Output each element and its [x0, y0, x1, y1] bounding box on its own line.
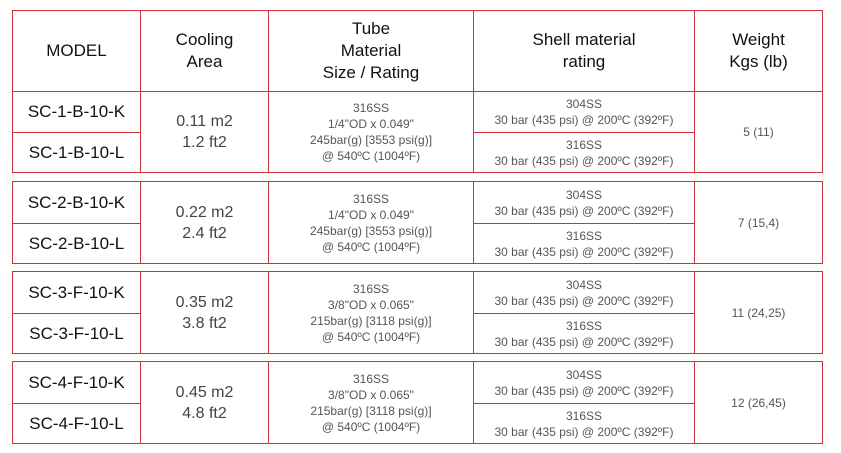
weight-value: 5 (11)	[743, 125, 774, 139]
area-ft2: 2.4 ft2	[182, 224, 227, 242]
shell-rating: 30 bar (435 psi) @ 200ºC (392ºF)	[494, 113, 674, 127]
model-cell: SC-2-B-10-K	[12, 181, 141, 224]
tube-material: 316SS	[352, 281, 390, 296]
tube-temperature: @ 540ºC (1004ºF)	[321, 149, 421, 163]
model-cell: SC-2-B-10-L	[12, 223, 141, 264]
header-weight: Weight Kgs (lb)	[694, 10, 823, 92]
area-m2: 0.11 m2	[176, 113, 233, 130]
model-label: SC-1-B-10-L	[28, 142, 125, 162]
shell-rating: 30 bar (435 psi) @ 200ºC (392ºF)	[494, 244, 674, 259]
tube-material: 316SS	[352, 191, 390, 206]
area-ft2: 3.8 ft2	[182, 314, 227, 332]
weight-cell: 12 (26,45)	[694, 361, 823, 444]
header-weight-line1: Weight	[732, 30, 785, 49]
area-ft2: 4.8 ft2	[182, 404, 227, 422]
shell-material: 304SS	[565, 187, 603, 202]
cooling-area-cell: 0.22 m2 2.4 ft2	[140, 181, 269, 264]
shell-rating: 30 bar (435 psi) @ 200ºC (392ºF)	[494, 293, 674, 308]
weight-cell: 11 (24,25)	[694, 271, 823, 354]
shell-rating: 30 bar (435 psi) @ 200ºC (392ºF)	[494, 334, 674, 349]
weight-value: 11 (24,25)	[731, 305, 786, 320]
tube-cell: 316SS 1/4"OD x 0.049" 245bar(g) [3553 ps…	[268, 181, 474, 264]
shell-cell: 316SS 30 bar (435 psi) @ 200ºC (392ºF)	[473, 223, 695, 264]
model-cell: SC-1-B-10-L	[12, 132, 141, 173]
shell-cell: 304SS 30 bar (435 psi) @ 200ºC (392ºF)	[473, 91, 695, 133]
tube-size: 3/8"OD x 0.065"	[328, 387, 414, 402]
area-m2: 0.35 m2	[175, 293, 234, 311]
tube-cell: 316SS 3/8"OD x 0.065" 215bar(g) [3118 ps…	[268, 361, 474, 444]
shell-material: 316SS	[565, 408, 603, 423]
tube-cell: 316SS 1/4"OD x 0.049" 245bar(g) [3553 ps…	[268, 91, 474, 173]
model-label: SC-2-B-10-K	[27, 192, 126, 212]
shell-rating: 30 bar (435 psi) @ 200ºC (392ºF)	[494, 153, 674, 168]
tube-pressure: 215bar(g) [3118 psi(g)]	[310, 403, 432, 418]
weight-value: 7 (15,4)	[737, 215, 780, 230]
shell-rating: 30 bar (435 psi) @ 200ºC (392ºF)	[494, 203, 674, 218]
tube-temperature: @ 540ºC (1004ºF)	[321, 329, 421, 344]
tube-material: 316SS	[352, 101, 390, 115]
header-shell: Shell material rating	[473, 10, 695, 92]
cooling-area-cell: 0.35 m2 3.8 ft2	[140, 271, 269, 354]
shell-cell: 304SS 30 bar (435 psi) @ 200ºC (392ºF)	[473, 361, 695, 404]
weight-cell: 7 (15,4)	[694, 181, 823, 264]
area-ft2: 1.2 ft2	[182, 134, 227, 151]
header-tube: Tube Material Size / Rating	[268, 10, 474, 92]
tube-pressure: 245bar(g) [3553 psi(g)]	[309, 133, 433, 147]
model-label: SC-2-B-10-L	[28, 233, 125, 253]
shell-cell: 304SS 30 bar (435 psi) @ 200ºC (392ºF)	[473, 271, 695, 314]
tube-material: 316SS	[352, 371, 390, 386]
shell-material: 304SS	[565, 97, 603, 111]
tube-temperature: @ 540ºC (1004ºF)	[321, 419, 421, 434]
model-label: SC-4-F-10-L	[29, 413, 124, 433]
tube-size: 3/8"OD x 0.065"	[328, 297, 414, 312]
area-m2: 0.22 m2	[175, 203, 234, 221]
tube-temperature: @ 540ºC (1004ºF)	[321, 239, 421, 254]
tube-pressure: 215bar(g) [3118 psi(g)]	[310, 313, 432, 328]
shell-material: 304SS	[565, 367, 603, 382]
tube-pressure: 245bar(g) [3553 psi(g)]	[309, 223, 433, 238]
header-cooling-line1: Cooling	[175, 30, 234, 49]
header-model: MODEL	[12, 10, 141, 92]
tube-cell: 316SS 3/8"OD x 0.065" 215bar(g) [3118 ps…	[268, 271, 474, 354]
tube-size: 1/4"OD x 0.049"	[328, 117, 414, 131]
header-cooling-area: Cooling Area	[140, 10, 269, 92]
header-model-label: MODEL	[46, 41, 107, 60]
shell-rating: 30 bar (435 psi) @ 200ºC (392ºF)	[494, 383, 674, 398]
tube-size: 1/4"OD x 0.049"	[328, 207, 414, 222]
model-cell: SC-4-F-10-K	[12, 361, 141, 404]
header-shell-line1: Shell material	[532, 30, 636, 49]
model-label: SC-1-B-10-K	[27, 102, 126, 121]
header-shell-line2: rating	[562, 52, 606, 71]
model-label: SC-4-F-10-K	[28, 372, 125, 392]
model-cell: SC-1-B-10-K	[12, 91, 141, 133]
shell-cell: 316SS 30 bar (435 psi) @ 200ºC (392ºF)	[473, 403, 695, 444]
area-m2: 0.45 m2	[175, 383, 234, 401]
shell-cell: 316SS 30 bar (435 psi) @ 200ºC (392ºF)	[473, 313, 695, 354]
header-cooling-line2: Area	[186, 52, 223, 71]
shell-material: 316SS	[565, 137, 603, 152]
weight-value: 12 (26,45)	[731, 395, 786, 410]
model-cell: SC-3-F-10-L	[12, 313, 141, 354]
header-tube-line3: Size / Rating	[322, 63, 420, 82]
shell-material: 316SS	[565, 318, 603, 333]
header-tube-line1: Tube	[351, 19, 391, 38]
model-label: SC-3-F-10-L	[29, 323, 124, 343]
model-cell: SC-4-F-10-L	[12, 403, 141, 444]
model-cell: SC-3-F-10-K	[12, 271, 141, 314]
model-label: SC-3-F-10-K	[28, 282, 125, 302]
shell-cell: 316SS 30 bar (435 psi) @ 200ºC (392ºF)	[473, 132, 695, 173]
cooling-area-cell: 0.11 m2 1.2 ft2	[140, 91, 269, 173]
shell-cell: 304SS 30 bar (435 psi) @ 200ºC (392ºF)	[473, 181, 695, 224]
header-weight-line2: Kgs (lb)	[729, 52, 788, 71]
shell-rating: 30 bar (435 psi) @ 200ºC (392ºF)	[494, 424, 674, 439]
weight-cell: 5 (11)	[694, 91, 823, 173]
shell-material: 316SS	[565, 228, 603, 243]
header-tube-line2: Material	[340, 41, 402, 60]
cooling-area-cell: 0.45 m2 4.8 ft2	[140, 361, 269, 444]
shell-material: 304SS	[565, 277, 603, 292]
